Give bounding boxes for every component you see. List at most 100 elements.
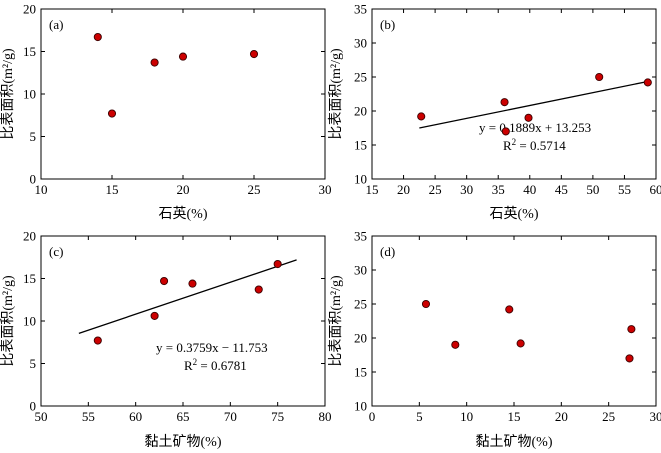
r-squared-superscript: 2 [193,357,198,367]
data-point [150,58,159,67]
x-tick-label: 25 [248,182,261,197]
x-tick-label: 70 [224,409,237,424]
r-squared: R2 = 0.5714 [503,137,566,153]
x-tick-label: 35 [492,182,505,197]
data-point [516,339,525,348]
plot-frame [40,8,326,180]
y-tick-label: 20 [23,229,36,244]
data-point [160,276,169,286]
y-axis-label: 比表面积(m²/g) [0,275,16,367]
x-tick-label: 0 [369,409,376,424]
y-tick-label: 10 [23,314,36,329]
panel-a: (a) 石英(%) 比表面积(m²/g) 10 15 20 25 30 0 5 10 15 20 [0,2,332,223]
y-tick-label: 5 [30,129,37,144]
x-tick-label: 15 [366,182,379,197]
data-point [417,112,426,121]
x-axis-label: 黏土矿物(%) [476,434,553,450]
y-tick-label: 0 [30,399,37,414]
x-tick-label: 60 [129,409,142,424]
x-tick-label: 15 [508,409,521,424]
r-squared-prefix: R [503,138,512,153]
data-point [627,325,636,334]
x-tick-label: 25 [429,182,442,197]
x-tick-label: 65 [177,409,190,424]
plot-frame [40,235,326,407]
panel-label: (d) [380,244,395,259]
plot-frame [371,8,657,180]
x-tick-label: 30 [460,182,473,197]
data-point [93,336,102,345]
y-tick-label: 10 [354,399,367,414]
r-squared-prefix: R [184,358,193,373]
data-point [643,78,652,87]
y-tick-label: 15 [23,44,36,59]
data-point [249,50,259,59]
data-point [107,109,117,118]
x-tick-label: 50 [35,409,48,424]
y-axis-label: 比表面积(m²/g) [328,48,344,140]
x-tick-label: 20 [555,409,568,424]
x-tick-label: 80 [319,409,332,424]
y-tick-label: 30 [354,263,367,278]
r-squared-superscript: 2 [512,137,517,147]
panel-label: (c) [49,244,63,259]
y-axis-label: 比表面积(m²/g) [0,48,16,140]
y-tick-label: 0 [30,172,37,187]
x-tick-label: 15 [106,182,119,197]
x-tick-label: 60 [650,182,661,197]
x-tick-label: 50 [586,182,599,197]
x-axis-label: 黏土矿物(%) [145,434,222,450]
x-tick-label: 10 [460,409,473,424]
x-tick-label: 10 [35,182,48,197]
data-point [254,285,263,294]
panel-label: (a) [49,17,63,32]
y-tick-label: 10 [354,172,367,187]
x-tick-label: 55 [618,182,631,197]
y-tick-label: 35 [354,2,367,17]
y-tick-label: 15 [354,138,367,153]
regression-equation: y = 0.3759x − 11.753 [156,340,268,355]
y-tick-label: 30 [354,36,367,51]
x-axis-label: 石英(%) [490,205,539,222]
data-point [451,340,460,349]
r-squared-value: = 0.6781 [197,358,247,373]
x-tick-label: 75 [271,409,284,424]
x-tick-label: 20 [177,182,190,197]
data-point [501,127,510,136]
panel-c: (c) 黏土矿物(%) 比表面积(m²/g) y = 0.3759x − 11.… [0,229,332,451]
y-tick-label: 20 [23,2,36,17]
y-tick-label: 25 [354,70,367,85]
data-point [595,72,604,82]
r-squared-value: = 0.5714 [516,138,566,153]
data-point [625,354,634,363]
y-tick-label: 25 [354,297,367,312]
data-point [505,305,514,314]
y-tick-label: 15 [23,271,36,286]
x-axis-label: 石英(%) [159,205,208,222]
panel-b: (b) 石英(%) 比表面积(m²/g) y = 0.1889x + 13.25… [328,2,661,223]
r-squared: R2 = 0.6781 [184,357,247,373]
data-point [93,33,102,42]
panel-d: (d) 黏土矿物(%) 比表面积(m²/g) 0 5 10 15 20 25 30 10 15 2… [328,229,661,451]
x-tick-label: 30 [650,409,661,424]
x-tick-label: 30 [319,182,332,197]
data-point [524,113,533,122]
data-point [421,299,431,309]
y-tick-label: 20 [354,104,367,119]
x-tick-label: 25 [602,409,615,424]
y-tick-label: 5 [30,356,37,371]
data-point [188,279,197,288]
panel-label: (b) [380,17,395,32]
data-point [500,98,509,107]
x-tick-label: 40 [523,182,536,197]
trendline [78,259,297,334]
trendline [419,80,650,129]
y-axis-label: 比表面积(m²/g) [328,275,344,367]
regression-equation: y = 0.1889x + 13.253 [479,120,591,135]
data-point [178,52,188,61]
data-point [150,311,159,320]
x-tick-label: 5 [416,409,423,424]
data-point [273,259,282,269]
x-tick-label: 45 [555,182,568,197]
